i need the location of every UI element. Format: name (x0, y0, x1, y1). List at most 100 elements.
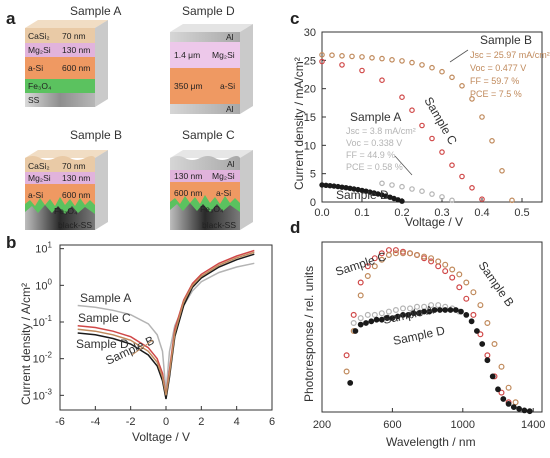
data-point-sample-b (449, 266, 456, 273)
data-point-sample-b (498, 363, 505, 370)
data-point-sample-b (389, 56, 395, 63)
data-point-sample-b (491, 341, 498, 348)
series-label-sample-a: Sample A (80, 291, 131, 305)
annotation-sample-b: PCE = 7.5 % (470, 89, 522, 99)
series-label-sample-c: Sample C (334, 249, 389, 279)
data-point-sample-c (379, 77, 385, 84)
data-point-sample-d (357, 321, 364, 328)
y-tick-label: 15 (304, 112, 316, 124)
annotation-sample-b: FF = 59.7 % (470, 76, 519, 86)
y-tick-label: 30 (304, 27, 316, 39)
data-point-sample-a (439, 194, 445, 200)
data-point-sample-a (409, 186, 415, 192)
data-point-sample-d (442, 307, 449, 313)
x-tick-label: 0.5 (514, 207, 529, 219)
sample-d-title: Sample D (182, 4, 235, 18)
label-pointer-sample-b (449, 49, 469, 63)
y-tick-label: 10-2 (33, 351, 53, 366)
data-point-sample-c (463, 295, 470, 302)
sample-b-layer-name: CaSi₂ (28, 161, 50, 171)
data-point-sample-d (347, 380, 354, 386)
panel-d-photoresponse-plot: Wavelength / nm Photoresponse / rel. uni… (302, 241, 545, 449)
x-tick-label: 0.4 (474, 207, 489, 219)
x-tick-label: 2 (198, 416, 204, 428)
sample-b-layer-name: black-SS (58, 220, 92, 230)
series-line-sample-b (77, 251, 255, 396)
data-point-sample-a (357, 315, 364, 322)
data-point-sample-c (428, 258, 435, 265)
sample-a-title: Sample A (70, 4, 121, 18)
data-point-sample-b (359, 54, 365, 60)
sample-a-layer-name: CaSi₂ (28, 31, 50, 41)
series-label-sample-a: Sample A (350, 110, 401, 124)
data-point-sample-d (426, 308, 433, 315)
x-tick-label: 0.0 (314, 207, 329, 219)
data-point-sample-c (479, 196, 485, 203)
data-point-sample-a (419, 188, 425, 195)
sample-d-layer-name: a-Si (220, 81, 235, 91)
data-point-sample-d (510, 404, 517, 411)
data-point-sample-d (437, 307, 443, 313)
y-axis-label: Current density / A/cm² (19, 283, 33, 405)
panel-c-jv-plot: Voltage / V Current density / mA/cm² 0.0… (292, 27, 550, 229)
y-tick-label: 10-3 (33, 387, 53, 402)
data-point-sample-b (378, 256, 385, 263)
series-label-sample-b: Sample B (476, 259, 517, 310)
x-axis-label: Wavelength / nm (386, 435, 476, 449)
data-point-sample-c (359, 67, 365, 74)
data-point-sample-c (392, 247, 399, 254)
data-point-sample-c (449, 274, 456, 281)
x-tick-label: -2 (126, 416, 136, 428)
data-point-sample-b (456, 271, 463, 278)
sample-c-title: Sample C (182, 128, 235, 142)
series-label-sample-d: Sample D (392, 323, 447, 348)
data-point-sample-b (371, 263, 378, 270)
sample-a-layer-thickness: 130 nm (62, 45, 90, 55)
data-point-sample-b (479, 114, 485, 120)
y-tick-label: 10 (304, 140, 316, 152)
data-point-sample-b (459, 83, 465, 89)
sample-a-layer-name: Fe₃O₄ (28, 81, 52, 91)
data-point-sample-c (484, 352, 491, 359)
series-label-sample-d: Sample D (76, 337, 129, 351)
data-point-sample-b (419, 62, 425, 68)
sample-c-layer-thickness: 600 nm (174, 188, 202, 198)
annotation-sample-a: Jsc = 3.8 mA/cm² (346, 126, 416, 136)
data-point-sample-c (350, 311, 357, 318)
y-tick-label: 5 (310, 169, 316, 181)
data-point-sample-d (484, 357, 491, 364)
data-point-sample-c (449, 162, 455, 169)
data-point-sample-b (505, 384, 512, 391)
data-point-sample-a (364, 311, 371, 318)
x-tick-label: 0.2 (394, 207, 409, 219)
annotation-sample-b: Jsc = 25.97 mA/cm² (470, 50, 550, 60)
data-point-sample-a (400, 305, 407, 312)
y-axis-label: Current density / mA/cm² (292, 57, 306, 190)
data-point-sample-b (428, 255, 435, 262)
data-point-sample-a (371, 311, 378, 318)
data-point-sample-c (364, 263, 371, 270)
data-point-sample-b (399, 58, 405, 64)
data-point-sample-b (339, 52, 345, 59)
x-tick-label: 1000 (451, 419, 475, 431)
data-point-sample-c (439, 149, 445, 155)
data-point-sample-b (319, 51, 325, 58)
sample-b-layer-thickness: 130 nm (62, 173, 90, 183)
data-point-sample-b (499, 168, 505, 174)
data-point-sample-b (442, 261, 449, 268)
data-point-sample-d (415, 310, 422, 317)
x-tick-label: 600 (383, 419, 401, 431)
data-point-sample-b (357, 292, 364, 299)
label-pointer-sample-a (394, 155, 413, 176)
data-point-sample-b (409, 59, 415, 66)
sample-d-layer-name: Al (226, 32, 234, 42)
data-point-sample-a (449, 197, 455, 204)
series-label-sample-c: Sample C (421, 95, 460, 148)
sample-c-layer-name: black-SS (202, 220, 236, 230)
data-point-sample-d (373, 316, 380, 323)
sample-d-layer-thickness: 1.4 μm (174, 50, 200, 60)
data-point-sample-b (463, 279, 470, 286)
data-point-sample-d (378, 316, 385, 323)
data-point-sample-b (477, 302, 484, 309)
